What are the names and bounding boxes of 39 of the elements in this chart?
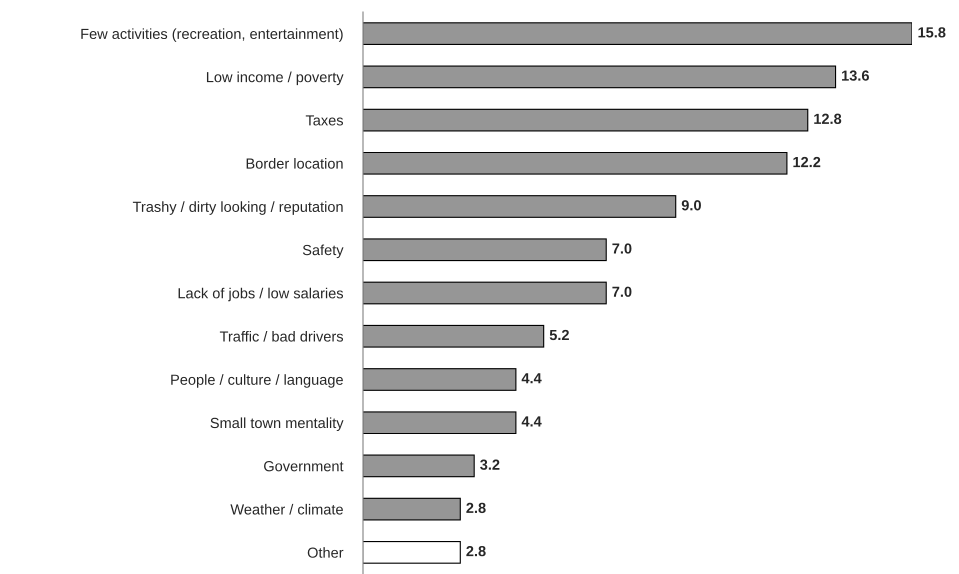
data-label: 7.0 — [612, 286, 632, 297]
y-tick-label: Border location — [246, 158, 343, 169]
bar — [363, 454, 475, 478]
y-tick-label: Taxes — [306, 115, 344, 126]
data-label: 3.2 — [480, 460, 500, 470]
bar — [363, 411, 516, 434]
y-tick-label: Few activities (recreation, entertainment) — [81, 28, 343, 42]
y-tick-label: Traffic / bad drivers — [220, 330, 344, 342]
bar — [363, 65, 836, 88]
y-tick-label: Weather / climate — [230, 504, 343, 515]
y-tick-label: Trashy / dirty looking / reputation — [132, 201, 343, 215]
bar — [363, 498, 461, 521]
bar — [363, 195, 676, 218]
data-label: 12.8 — [814, 114, 842, 124]
bar — [363, 541, 461, 564]
bar — [363, 282, 607, 304]
data-label: 7.0 — [612, 243, 632, 254]
y-tick-label: Small town mentality — [210, 417, 344, 432]
y-tick-label: Low income / poverty — [206, 72, 344, 86]
bar — [363, 22, 912, 45]
bar — [363, 368, 516, 391]
data-label: 15.8 — [918, 27, 946, 38]
data-label: 5.2 — [550, 330, 569, 340]
y-tick-label: Lack of jobs / low salaries — [178, 288, 344, 302]
bar — [363, 324, 544, 348]
data-label: 4.4 — [522, 416, 542, 426]
data-label: 9.0 — [682, 200, 701, 210]
data-label: 2.8 — [466, 546, 486, 556]
data-label: 2.8 — [466, 502, 486, 514]
y-tick-label: Other — [308, 547, 344, 558]
data-label: 12.2 — [793, 156, 820, 168]
bar — [363, 238, 607, 262]
bar — [363, 108, 808, 132]
y-tick-label: Safety — [302, 244, 344, 258]
y-tick-label: Government — [264, 461, 344, 472]
data-label: 4.4 — [522, 373, 542, 384]
y-tick-label: People / culture / language — [171, 374, 343, 388]
data-label: 13.6 — [842, 70, 869, 81]
bar — [363, 152, 788, 175]
